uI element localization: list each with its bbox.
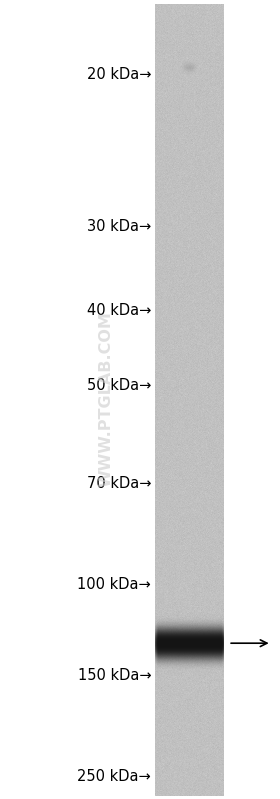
Text: 40 kDa→: 40 kDa→ [87,303,151,317]
Text: 100 kDa→: 100 kDa→ [78,578,151,592]
Text: 50 kDa→: 50 kDa→ [87,378,151,392]
Text: 250 kDa→: 250 kDa→ [78,769,151,784]
Text: 20 kDa→: 20 kDa→ [87,67,151,81]
Text: 70 kDa→: 70 kDa→ [87,476,151,491]
Text: WWW.PTGLAB.COM: WWW.PTGLAB.COM [99,312,114,487]
Text: 30 kDa→: 30 kDa→ [87,219,151,233]
Text: 150 kDa→: 150 kDa→ [78,668,151,682]
